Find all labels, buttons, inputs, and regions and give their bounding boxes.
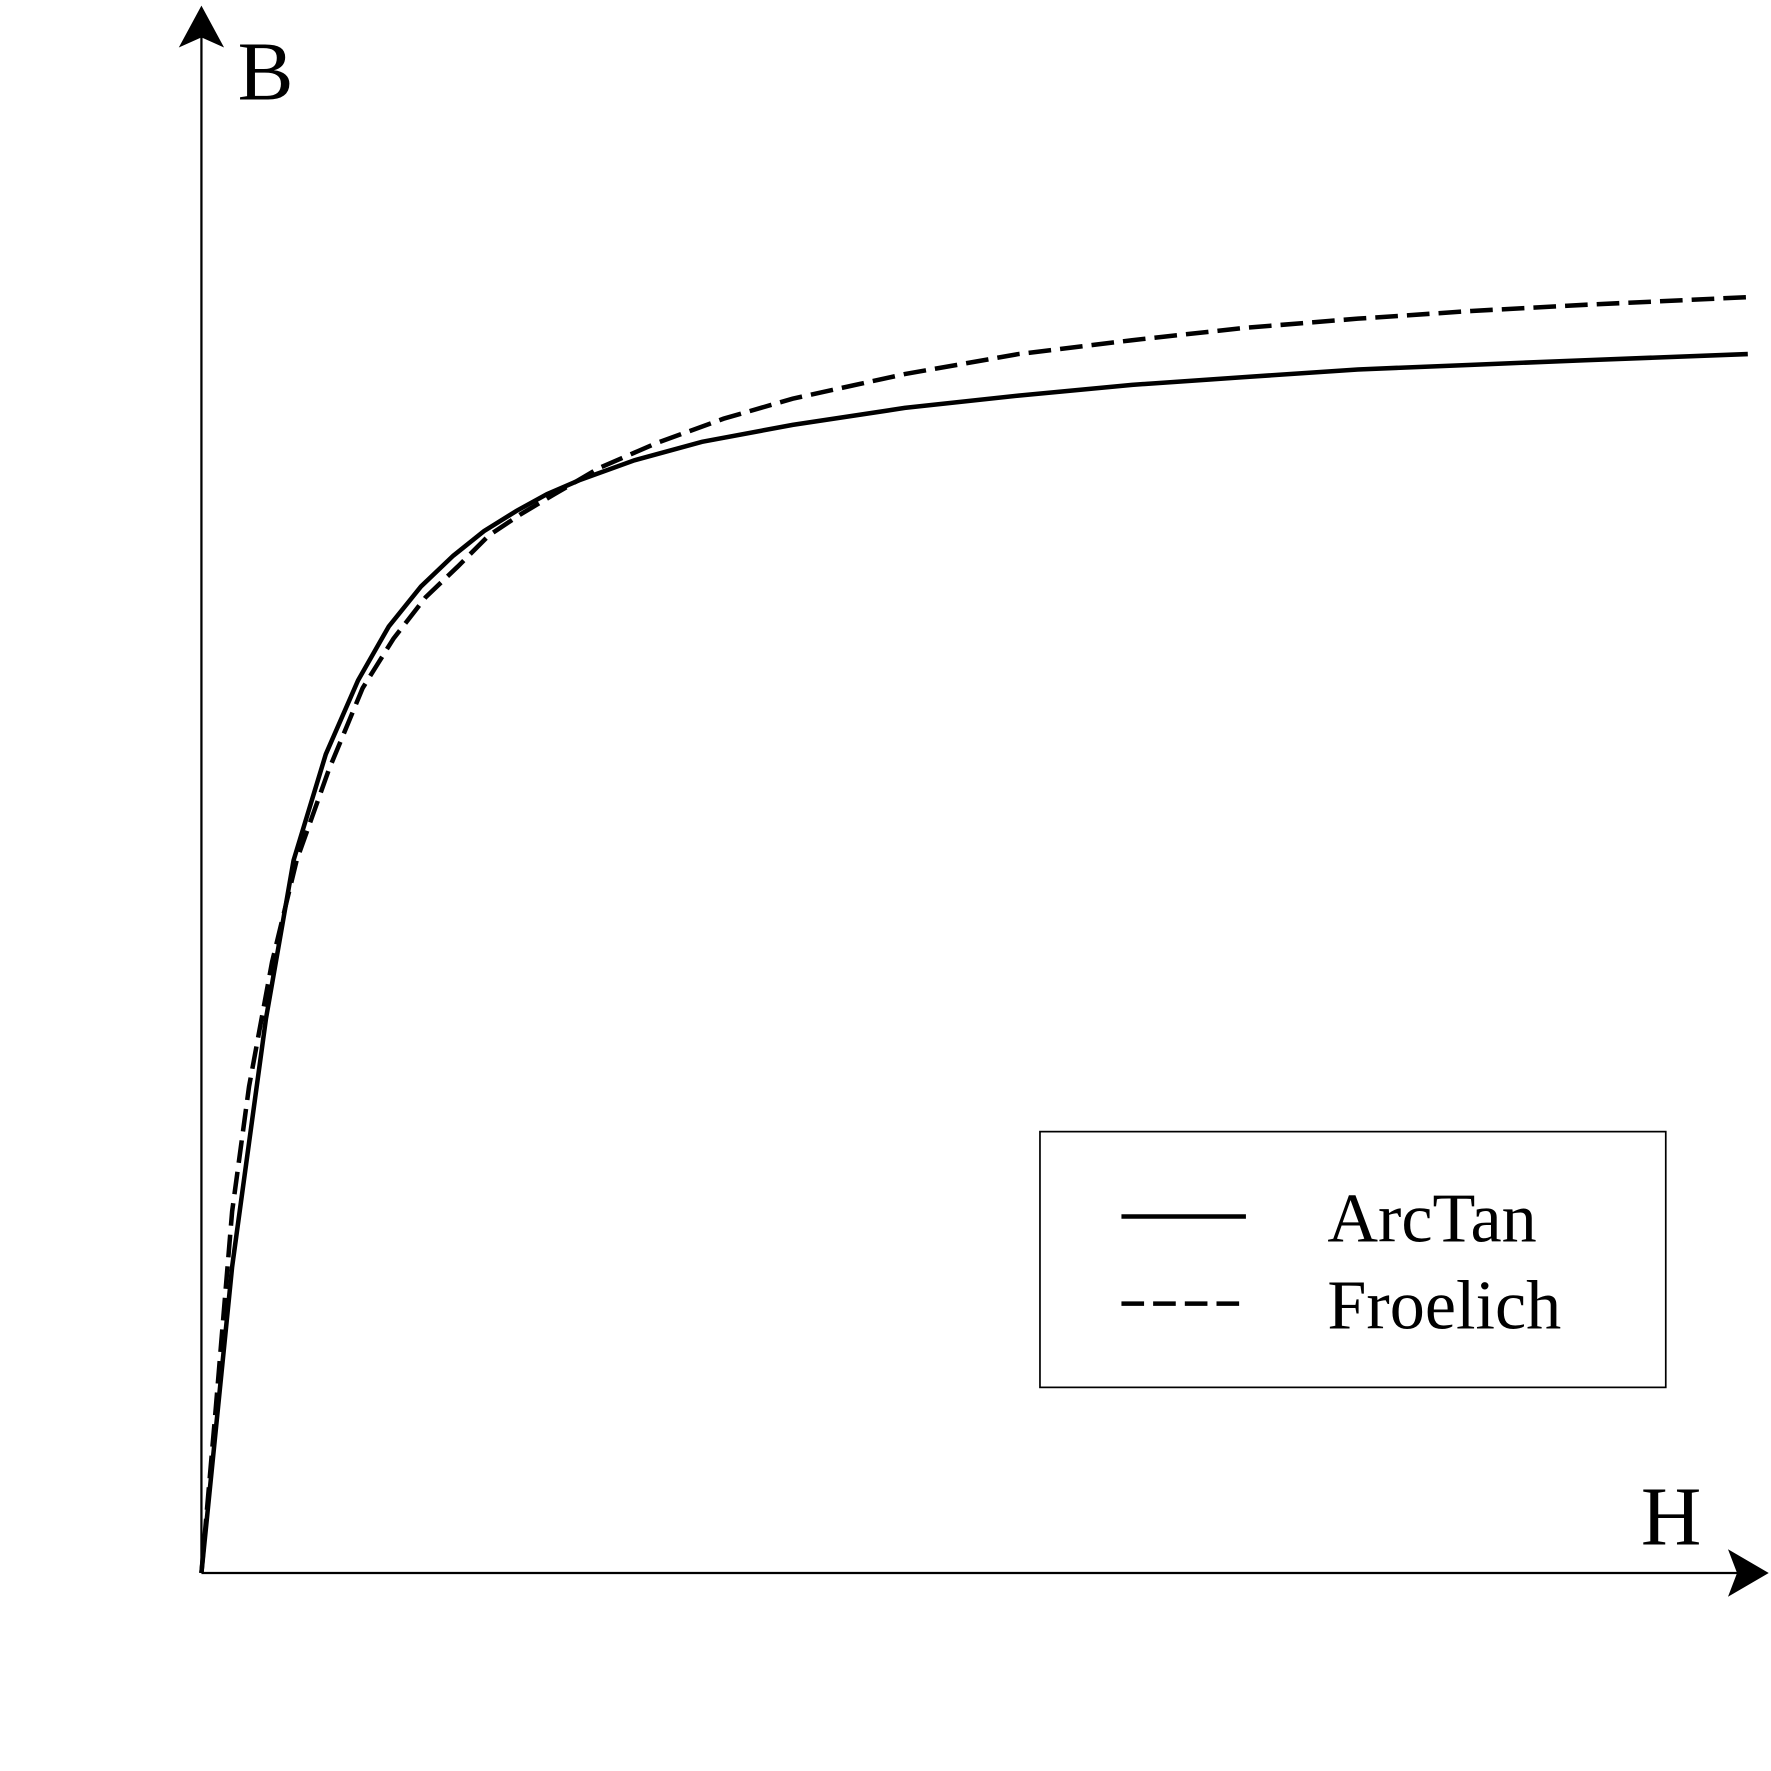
legend-box bbox=[1039, 1130, 1667, 1389]
legend: ArcTan Froelich bbox=[1039, 1130, 1667, 1389]
x-axis-arrow-icon bbox=[1727, 1549, 1769, 1597]
series-line-arctan bbox=[199, 351, 1748, 1574]
legend-label-froelich: Froelich bbox=[1327, 1267, 1561, 1345]
x-axis-label: H bbox=[1641, 1471, 1701, 1564]
series-layer bbox=[199, 294, 1748, 1574]
y-axis-label: B bbox=[238, 26, 294, 119]
y-axis-arrow-icon bbox=[178, 5, 225, 48]
series-line-froelich bbox=[199, 294, 1748, 1574]
legend-label-arctan: ArcTan bbox=[1327, 1179, 1536, 1257]
